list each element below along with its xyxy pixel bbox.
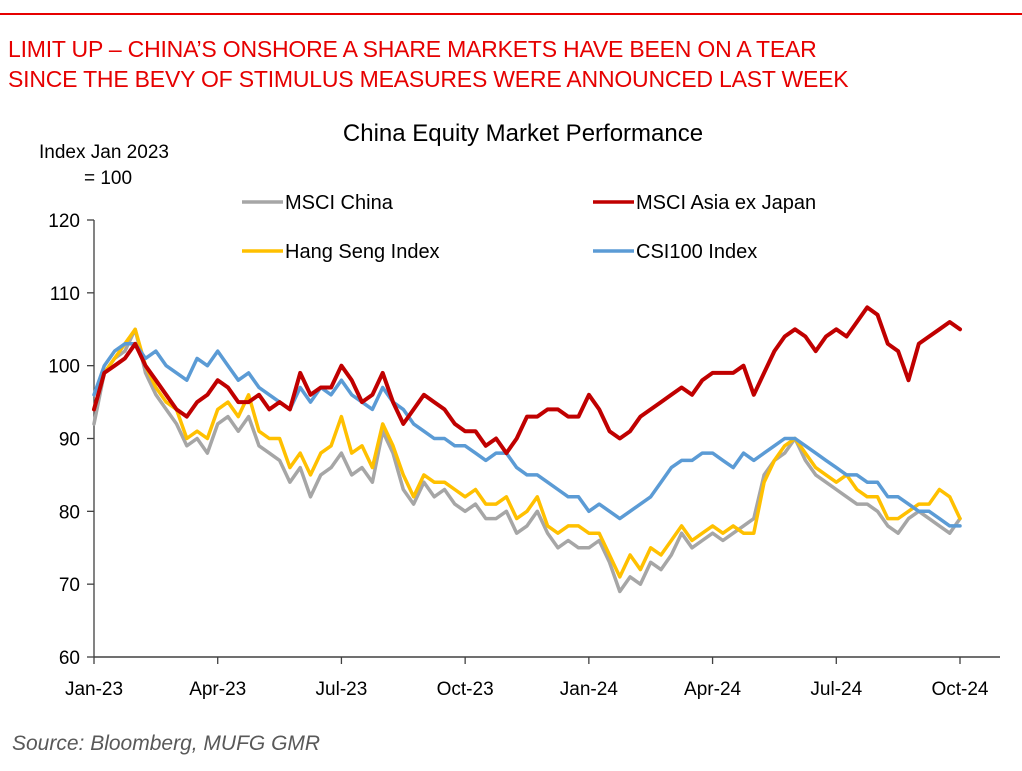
x-tick-label: Apr-23 [189,679,246,700]
source-note: Source: Bloomberg, MUFG GMR [12,732,321,755]
chart-title: China Equity Market Performance [343,120,703,147]
top-divider [0,13,1022,15]
series-line-hang-seng-index [92,327,962,579]
series-line-csi100-index [92,342,962,528]
y-tick-label: 90 [59,430,80,451]
axes: 60 70 80 90 100 110 120 Jan-23 Apr-23 Jul-23 Oct-2… [48,211,1000,700]
x-tick-label: Jul-23 [316,679,368,700]
headline-line-2: SINCE THE BEVY OF STIMULUS MEASURES WERE… [8,66,849,92]
series-line-msci-asia-ex-japan [92,305,962,456]
y-tick-label: 80 [59,502,80,523]
legend-label-msci-china: MSCI China [285,192,394,214]
x-tick-label: Oct-23 [437,679,494,700]
legend-label-msci-asia-ex-japan: MSCI Asia ex Japan [636,192,816,214]
legend-label-hang-seng: Hang Seng Index [285,241,440,263]
y-tick-label: 110 [50,284,80,305]
headline: LIMIT UP – CHINA’S ONSHORE A SHARE MARKE… [8,34,1018,94]
y-axis-label-line-1: Index Jan 2023 [39,142,169,163]
x-tick-label: Oct-24 [931,679,988,700]
legend-label-csi100: CSI100 Index [636,241,757,263]
y-axis-label-line-2: = 100 [84,168,132,189]
y-tick-label: 60 [59,648,80,669]
series-layer [92,305,962,594]
x-tick-label: Jul-24 [810,679,862,700]
y-tick-label: 120 [48,211,80,232]
y-tick-label: 100 [48,357,80,378]
headline-line-1: LIMIT UP – CHINA’S ONSHORE A SHARE MARKE… [8,36,817,62]
legend: MSCI China MSCI Asia ex Japan Hang Seng … [242,192,816,263]
x-tick-label: Jan-23 [65,679,123,700]
x-tick-label: Apr-24 [684,679,741,700]
series-line-msci-china [92,327,962,594]
y-tick-label: 70 [59,575,80,596]
x-tick-label: Jan-24 [560,679,619,700]
